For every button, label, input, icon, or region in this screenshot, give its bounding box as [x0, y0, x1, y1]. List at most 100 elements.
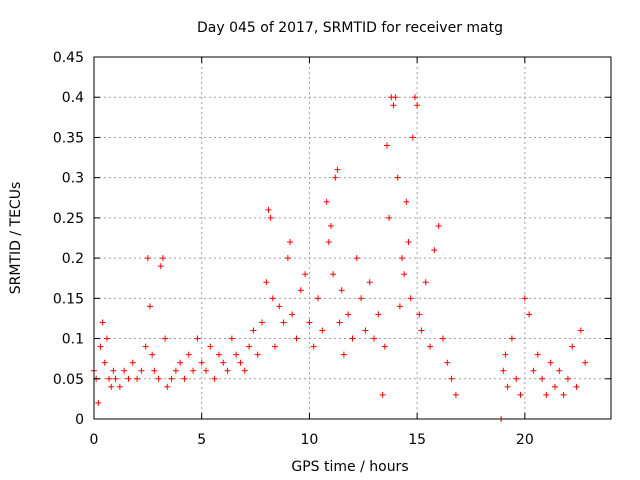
data-point — [211, 375, 218, 382]
data-point — [121, 367, 128, 374]
data-point — [162, 335, 169, 342]
chart-title: Day 045 of 2017, SRMTID for receiver mat… — [197, 20, 503, 36]
y-tick-label: 0.1 — [62, 332, 84, 348]
data-point — [500, 367, 507, 374]
y-tick-label: 0.25 — [53, 211, 84, 227]
data-point — [407, 295, 414, 302]
data-point — [543, 391, 550, 398]
data-point — [147, 303, 154, 310]
data-point — [334, 166, 341, 173]
grid-lines — [93, 56, 611, 420]
data-point — [129, 359, 136, 366]
data-point — [293, 335, 300, 342]
data-point — [414, 102, 421, 109]
data-point — [416, 311, 423, 318]
x-tick-label: 20 — [516, 432, 534, 448]
data-point — [427, 343, 434, 350]
y-tick-label: 0.45 — [53, 50, 84, 66]
data-point — [112, 375, 119, 382]
data-point — [267, 214, 274, 221]
data-point — [101, 359, 108, 366]
data-point — [394, 174, 401, 181]
data-point — [108, 383, 115, 390]
data-point — [551, 383, 558, 390]
data-point — [547, 359, 554, 366]
data-point — [151, 367, 158, 374]
data-point — [534, 351, 541, 358]
data-point — [325, 239, 332, 246]
data-point — [556, 367, 563, 374]
data-point — [435, 222, 442, 229]
data-point — [573, 383, 580, 390]
data-point — [403, 198, 410, 205]
x-tick-label: 5 — [197, 432, 206, 448]
data-point — [381, 343, 388, 350]
data-point — [157, 263, 164, 270]
data-point — [280, 319, 287, 326]
y-axis-label: SRMTID / TECUs — [8, 182, 24, 295]
data-point — [332, 174, 339, 181]
data-point — [164, 383, 171, 390]
data-point — [310, 343, 317, 350]
data-point — [582, 359, 589, 366]
data-point — [530, 367, 537, 374]
data-point — [560, 391, 567, 398]
plot-frame — [93, 56, 612, 420]
data-point — [103, 335, 110, 342]
data-point — [379, 391, 386, 398]
data-point — [338, 287, 345, 294]
data-point — [297, 287, 304, 294]
data-point — [564, 375, 571, 382]
data-point — [144, 255, 151, 262]
data-point — [237, 359, 244, 366]
data-point — [358, 295, 365, 302]
data-point — [323, 198, 330, 205]
data-point — [452, 391, 459, 398]
x-tick-labels: 0 5 10 15 20 — [90, 432, 534, 448]
data-point — [422, 279, 429, 286]
data-points — [91, 94, 589, 422]
data-point — [168, 375, 175, 382]
data-point — [569, 343, 576, 350]
data-point — [390, 102, 397, 109]
data-point — [405, 239, 412, 246]
y-tick-label: 0.2 — [62, 251, 84, 267]
data-point — [259, 319, 266, 326]
data-point — [517, 391, 524, 398]
data-point — [315, 295, 322, 302]
data-point — [159, 255, 166, 262]
data-point — [177, 359, 184, 366]
x-axis-label: GPS time / hours — [291, 459, 408, 475]
data-point — [95, 399, 102, 406]
data-point — [349, 335, 356, 342]
data-point — [224, 367, 231, 374]
data-point — [448, 375, 455, 382]
data-point — [116, 383, 123, 390]
data-point — [327, 222, 334, 229]
data-point — [250, 327, 257, 334]
data-point — [409, 134, 416, 141]
data-point — [330, 271, 337, 278]
data-point — [203, 367, 210, 374]
data-point — [220, 359, 227, 366]
data-point — [371, 335, 378, 342]
data-point — [190, 367, 197, 374]
data-point — [399, 255, 406, 262]
data-point — [215, 351, 222, 358]
y-tick-label: 0.4 — [62, 90, 84, 106]
y-tick-label: 0.05 — [53, 372, 84, 388]
x-tick-label: 10 — [301, 432, 319, 448]
data-point — [198, 359, 205, 366]
data-point — [207, 343, 214, 350]
data-point — [306, 319, 313, 326]
data-point — [289, 311, 296, 318]
data-point — [526, 311, 533, 318]
data-point — [502, 351, 509, 358]
data-point — [134, 375, 141, 382]
data-point — [411, 94, 418, 101]
data-point — [508, 335, 515, 342]
data-point — [110, 367, 117, 374]
data-point — [284, 255, 291, 262]
y-tick-label: 0.35 — [53, 130, 84, 146]
